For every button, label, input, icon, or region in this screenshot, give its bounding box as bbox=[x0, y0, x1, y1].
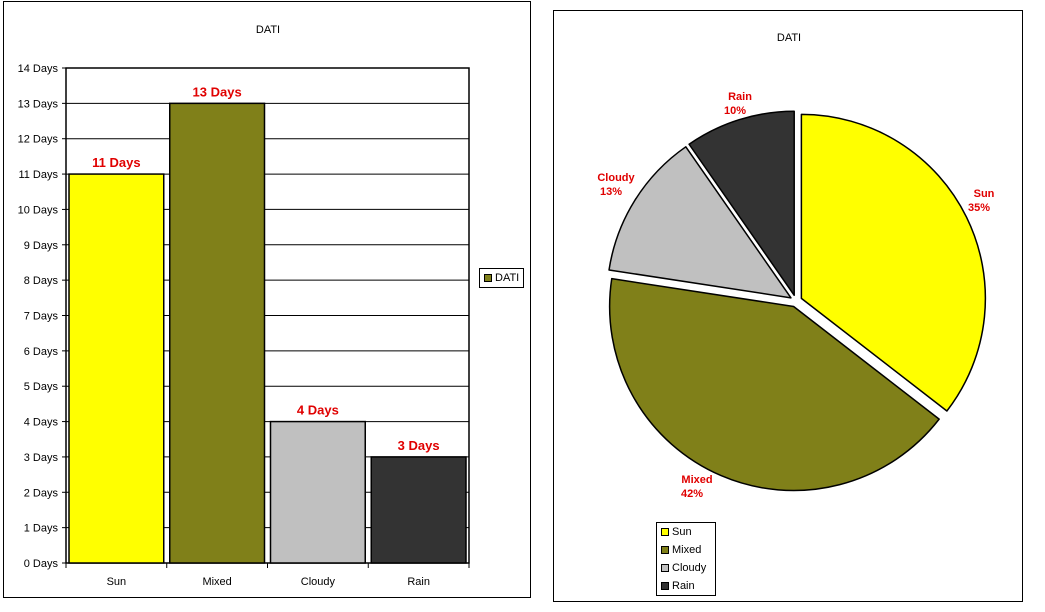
y-tick-label: 11 Days bbox=[18, 169, 58, 181]
legend-swatch-dati bbox=[484, 274, 492, 282]
legend-item-dati: DATI bbox=[480, 269, 523, 287]
y-tick-label: 5 Days bbox=[24, 381, 59, 393]
x-tick-label-cloudy: Cloudy bbox=[301, 576, 336, 588]
legend-label-sun: Sun bbox=[672, 526, 692, 538]
y-tick-label: 0 Days bbox=[24, 558, 59, 570]
data-label-sun: 11 Days bbox=[92, 155, 140, 170]
bar-sun bbox=[68, 173, 165, 564]
y-tick-label: 2 Days bbox=[24, 487, 59, 499]
y-tick-label: 4 Days bbox=[24, 417, 59, 429]
slice-percent-mixed: 42% bbox=[681, 488, 703, 500]
pie-slice-mixed bbox=[608, 277, 940, 492]
y-tick-label: 1 Days bbox=[24, 523, 59, 535]
pie-slice-cloudy bbox=[608, 146, 792, 299]
legend-label-dati: DATI bbox=[495, 272, 520, 284]
data-label-mixed: 13 Days bbox=[193, 84, 242, 99]
pie-slice-rain bbox=[688, 110, 795, 297]
legend-item-sun: Sun bbox=[657, 523, 715, 541]
data-label-cloudy: 4 Days bbox=[297, 403, 339, 418]
y-tick-label: 13 Days bbox=[18, 98, 59, 110]
x-tick-label-sun: Sun bbox=[107, 576, 127, 588]
bar-chart-plot: 0 Days 1 Days 2 Days 3 Days 4 Days 5 Days 6 Da… bbox=[18, 63, 470, 588]
slice-label-mixed: Mixed bbox=[681, 474, 712, 486]
slice-label-cloudy: Cloudy bbox=[597, 172, 635, 184]
legend-label-mixed: Mixed bbox=[672, 544, 702, 556]
y-tick-label: 3 Days bbox=[24, 452, 59, 464]
y-tick-label: 8 Days bbox=[24, 275, 59, 287]
legend-item-mixed: Mixed bbox=[657, 541, 715, 559]
bar-chart-title: DATI bbox=[255, 24, 281, 36]
y-tick-label: 7 Days bbox=[24, 311, 59, 323]
legend-swatch-cloudy bbox=[661, 564, 669, 572]
slice-percent-cloudy: 13% bbox=[600, 186, 622, 198]
pie-chart-plot: Sun 35% Mixed 42% Cloudy 13% Rain 10% bbox=[597, 91, 995, 500]
y-tick-label: 14 Days bbox=[18, 63, 59, 75]
pie-chart-panel: DATI Sun 35% Mixed 42% Cloudy 13% Rain 10% Sun … bbox=[553, 10, 1023, 602]
slice-label-sun: Sun bbox=[974, 188, 995, 200]
y-tick-label: 10 Days bbox=[18, 204, 59, 216]
legend-swatch-mixed bbox=[661, 546, 669, 554]
x-tick-label-rain: Rain bbox=[407, 576, 430, 588]
bar-rain bbox=[370, 456, 467, 564]
x-tick-label-mixed: Mixed bbox=[202, 576, 231, 588]
pie-slice-sun bbox=[800, 113, 987, 412]
data-label-rain: 3 Days bbox=[398, 438, 440, 453]
slice-label-rain: Rain bbox=[728, 91, 752, 103]
legend-item-cloudy: Cloudy bbox=[657, 559, 715, 577]
y-tick-label: 6 Days bbox=[24, 346, 59, 358]
legend-label-rain: Rain bbox=[672, 580, 695, 592]
y-tick-label: 12 Days bbox=[18, 134, 59, 146]
slice-percent-rain: 10% bbox=[724, 105, 746, 117]
pie-chart-title: DATI bbox=[776, 32, 802, 44]
bar-mixed bbox=[169, 102, 266, 564]
legend-label-cloudy: Cloudy bbox=[672, 562, 707, 574]
bar-cloudy bbox=[269, 420, 366, 564]
legend-item-rain: Rain bbox=[657, 577, 715, 595]
legend-swatch-rain bbox=[661, 582, 669, 590]
y-tick-label: 9 Days bbox=[24, 240, 59, 252]
bar-chart-legend: DATI bbox=[479, 268, 525, 288]
bar-chart-panel: DATI 0 Days 1 Days 2 Days 3 Days 4 Days 5 Day… bbox=[3, 1, 531, 598]
pie-chart-legend: Sun Mixed Cloudy Rain bbox=[656, 522, 716, 596]
slice-percent-sun: 35% bbox=[968, 202, 990, 214]
legend-swatch-sun bbox=[661, 528, 669, 536]
